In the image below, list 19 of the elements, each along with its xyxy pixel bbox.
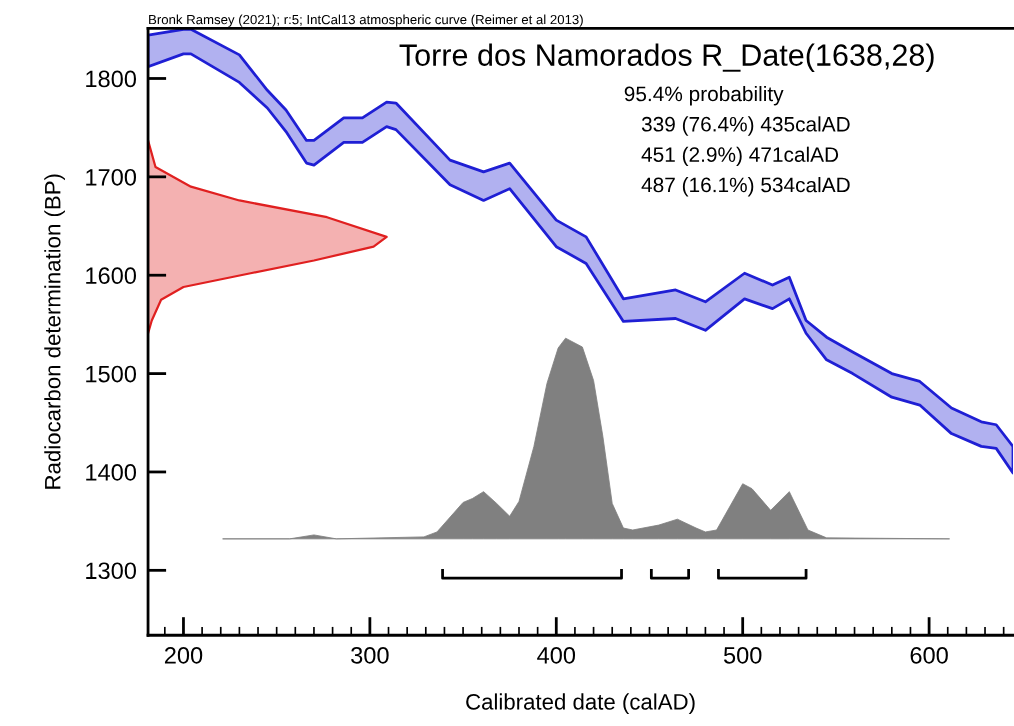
x-tick-label: 600 (910, 646, 948, 664)
y-tick-label: 1800 (86, 70, 137, 88)
annotation: 487 (16.1%) 534calAD (641, 177, 850, 197)
x-tick-label: 400 (537, 646, 576, 664)
y-tick-label: 1600 (86, 267, 137, 285)
x-axis-title: Calibrated date (calAD) (466, 693, 695, 715)
y-tick-label: 1300 (86, 562, 137, 580)
chart-subtitle: Bronk Ramsey (2021); r:5; IntCal13 atmospheric curve (Reimer et al 2013) (149, 14, 583, 27)
y-tick-label: 1500 (86, 365, 137, 383)
annotation: 339 (76.4%) 435calAD (641, 116, 850, 136)
y-axis-title: Radiocarbon determination (BP) (44, 174, 65, 489)
x-tick-label: 500 (723, 646, 762, 664)
x-tick-label: 200 (164, 646, 203, 664)
annotation: 451 (2.9%) 471calAD (641, 146, 839, 167)
y-tick-label: 1700 (86, 168, 137, 186)
chart-title: Torre dos Namorados R_Date(1638,28) (399, 43, 934, 72)
y-tick-label: 1400 (86, 464, 137, 481)
annotation: 95.4% probability (624, 85, 784, 106)
x-tick-label: 300 (351, 646, 389, 664)
